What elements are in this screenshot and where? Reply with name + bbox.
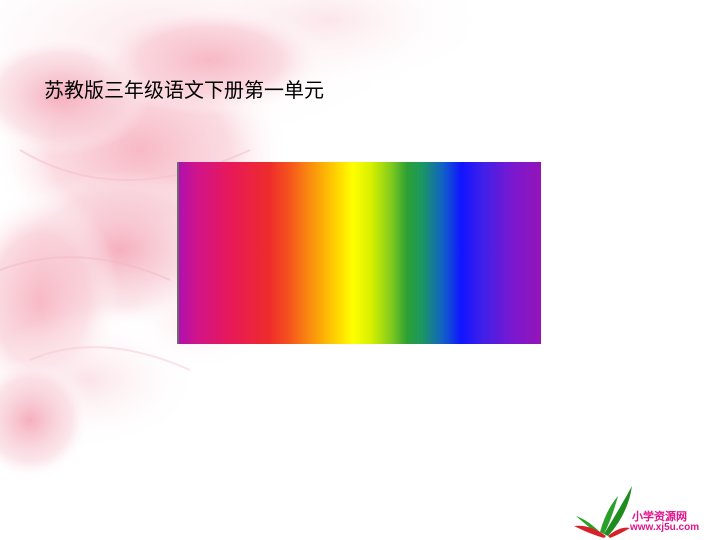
logo-name-text: 小学资源网	[632, 510, 687, 523]
site-logo-icon	[574, 486, 632, 538]
spectrum-left-edge	[177, 162, 179, 344]
rainbow-gradient-image	[179, 162, 541, 344]
logo-url-text: www.xj5u.com	[630, 522, 700, 533]
color-spectrum	[177, 162, 541, 344]
slide-title: 苏教版三年级语文下册第一单元	[44, 78, 324, 102]
